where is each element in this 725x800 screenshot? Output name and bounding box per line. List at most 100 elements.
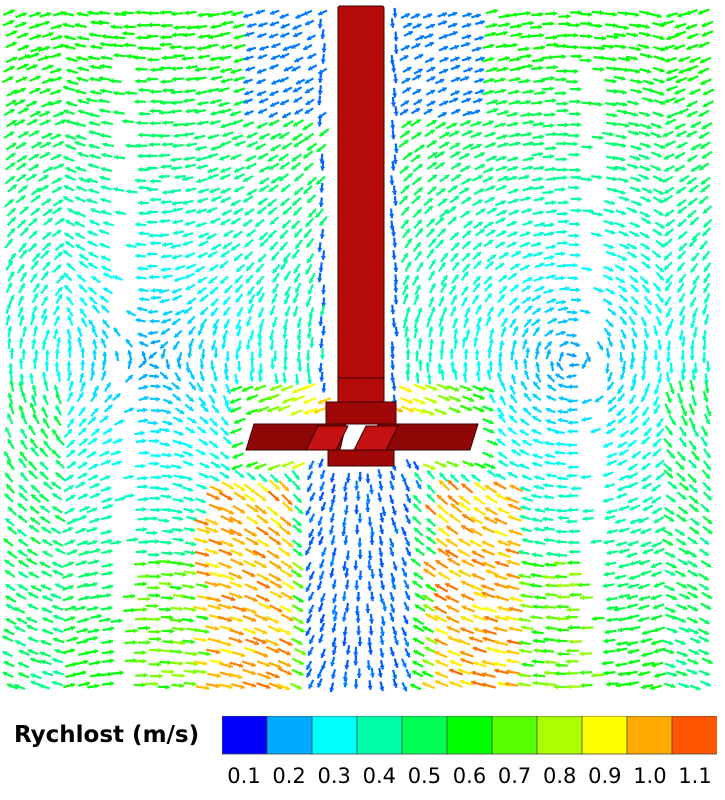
velocity-arrow-head [258,200,263,205]
velocity-arrow-head [158,174,164,180]
velocity-arrow-head [429,218,435,224]
velocity-arrow-head [467,110,472,116]
velocity-arrow-head [34,130,40,135]
velocity-arrow-head [317,277,323,283]
velocity-arrow-head [195,146,201,152]
velocity-arrow-head [24,54,30,59]
velocity-arrow-head [487,293,492,299]
velocity-arrow-head [655,286,661,292]
velocity-arrow-head [489,167,494,173]
velocity-arrow-head [625,56,630,62]
velocity-arrow-head [609,44,615,50]
velocity-arrow-head [259,179,265,184]
velocity-arrow-head [231,11,236,17]
velocity-arrow-head [234,167,239,173]
velocity-arrow-head [47,209,53,214]
velocity-arrow-head [633,164,639,170]
velocity-arrow-head [529,89,534,95]
velocity-arrow-head [270,245,275,250]
velocity-arrow-head [101,120,106,126]
velocity-arrow-head [635,156,641,161]
velocity-arrow-head [57,294,63,299]
velocity-arrow-head [87,177,92,183]
velocity-arrow-head [612,101,617,107]
velocity-arrow-head [562,263,568,269]
velocity-arrow-head [46,199,51,204]
velocity-arrow-head [516,56,521,62]
velocity-arrow-head [62,22,68,28]
velocity-arrow-head [232,24,238,30]
velocity-arrow-head [477,222,483,227]
velocity-arrow-head [479,229,485,234]
velocity-arrow-head [134,99,139,105]
velocity-arrow-head [620,189,626,195]
velocity-arrow-head [125,143,130,149]
velocity-arrow-head [318,202,324,207]
velocity-arrow-head [307,258,312,263]
velocity-arrow-head [268,156,273,162]
velocity-arrow-head [47,132,53,138]
velocity-arrow-head [270,219,275,225]
velocity-arrow-head [612,112,618,118]
velocity-arrow-head [549,54,554,61]
velocity-arrow-head [451,217,457,222]
velocity-arrow-head [97,19,102,25]
velocity-arrow-head [540,196,545,202]
velocity-arrow-head [206,43,211,49]
velocity-arrow-head [453,232,459,237]
velocity-arrow-head [557,475,562,481]
velocity-arrow-head [621,142,626,148]
velocity-arrow-head [149,274,154,280]
velocity-arrow-head [295,244,300,249]
velocity-arrow-head [303,45,309,50]
velocity-arrow-head [621,44,627,50]
velocity-arrow-head [487,276,492,281]
velocity-arrow-head [552,98,557,104]
velocity-arrow-head [644,233,650,239]
velocity-arrow-head [247,23,252,29]
velocity-arrow-head [159,42,164,48]
velocity-arrow-head [182,56,187,62]
velocity-arrow-head [146,165,151,171]
velocity-arrow-head [415,372,421,377]
velocity-arrow-head [233,233,239,238]
velocity-arrow-head [702,255,708,261]
velocity-arrow-head [6,338,12,343]
velocity-arrow-head [415,155,421,160]
velocity-arrow-head [149,178,154,184]
velocity-arrow-head [455,142,460,148]
velocity-arrow-head [355,496,361,501]
velocity-arrow-head [564,108,569,114]
velocity-arrow-head [22,12,27,17]
velocity-arrow-head [46,232,51,237]
velocity-arrow-head [89,153,95,159]
velocity-arrow-head [645,255,650,261]
velocity-arrow-head [54,348,60,353]
velocity-arrow-head [317,247,323,252]
velocity-arrow-head [11,100,17,105]
velocity-arrow-head [576,167,581,173]
velocity-arrow-head [476,13,481,19]
velocity-arrow-head [135,253,140,259]
velocity-arrow-head [150,295,155,301]
velocity-arrow-head [567,428,572,434]
velocity-arrow-head [269,21,275,27]
velocity-arrow-head [308,65,313,71]
velocity-arrow-head [454,242,460,248]
velocity-arrow-head [100,88,105,94]
velocity-arrow-head [109,78,115,84]
velocity-arrow-head [500,77,506,83]
velocity-arrow-head [306,35,312,41]
velocity-arrow-head [218,102,223,108]
velocity-arrow-head [687,76,693,82]
velocity-arrow-head [65,220,71,225]
velocity-arrow-head [488,222,494,227]
velocity-arrow-head [318,10,323,16]
velocity-arrow-head [453,338,459,343]
velocity-arrow-head [567,464,572,470]
velocity-arrow-head [297,367,303,372]
velocity-arrow-head [126,53,131,59]
velocity-arrow-head [658,210,664,216]
velocity-arrow-head [208,252,213,258]
velocity-arrow-head [528,63,533,69]
